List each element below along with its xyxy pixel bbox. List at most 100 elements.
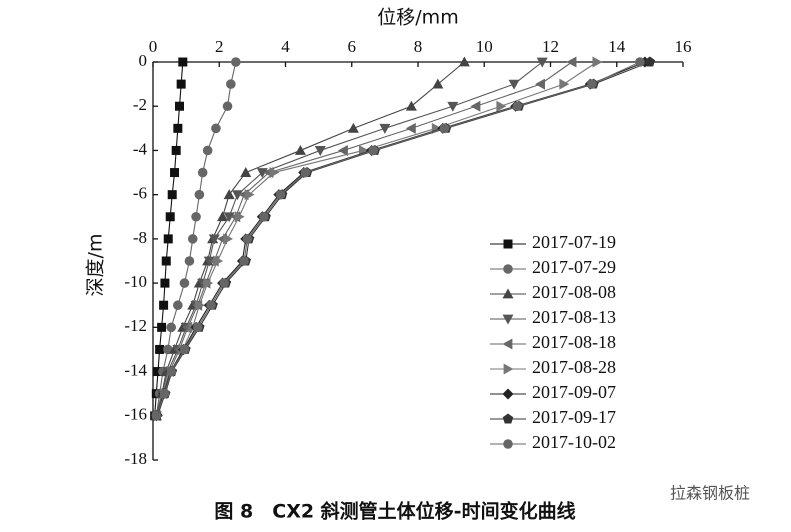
marker (151, 410, 162, 421)
marker (203, 277, 214, 289)
marker (179, 278, 190, 288)
marker (194, 189, 205, 200)
marker (503, 439, 513, 449)
marker (512, 101, 523, 112)
marker (231, 190, 243, 201)
marker (166, 366, 177, 377)
marker (244, 189, 255, 201)
marker (432, 78, 444, 89)
chart-title: 图 8 CX2 斜测管土体位移-时间变化曲线 (214, 500, 575, 523)
x-tick-label: 6 (348, 37, 357, 56)
marker (242, 234, 253, 244)
marker (194, 299, 205, 311)
marker (234, 211, 245, 223)
marker (161, 256, 171, 266)
marker (502, 413, 514, 424)
marker (208, 234, 220, 245)
marker (231, 57, 241, 67)
marker (644, 56, 656, 67)
marker (173, 300, 183, 311)
legend-label: 2017-07-29 (532, 257, 616, 277)
marker (171, 145, 181, 155)
marker (163, 234, 173, 244)
y-axis-label: 深度/m (85, 234, 107, 297)
marker (223, 212, 235, 223)
marker (192, 322, 203, 333)
marker (176, 79, 186, 89)
marker (187, 234, 198, 244)
marker (470, 100, 481, 112)
legend-label: 2017-08-13 (532, 307, 616, 327)
marker (405, 122, 416, 134)
marker (447, 101, 459, 112)
marker (592, 56, 603, 68)
y-tick-label: -16 (124, 405, 147, 424)
marker (175, 101, 184, 111)
marker (239, 256, 249, 266)
x-tick-label: 14 (608, 37, 626, 56)
marker (203, 256, 215, 267)
x-tick-label: 2 (215, 37, 224, 56)
legend-label: 2017-09-17 (532, 407, 616, 427)
marker (368, 145, 379, 156)
marker (503, 264, 513, 274)
marker (157, 322, 167, 332)
marker (165, 212, 175, 222)
x-tick-label: 0 (149, 37, 158, 56)
marker (213, 255, 224, 267)
marker (240, 167, 252, 177)
marker (167, 190, 177, 200)
marker (219, 278, 230, 288)
x-tick-label: 10 (476, 37, 493, 56)
marker (159, 388, 170, 399)
y-tick-label: -14 (124, 360, 147, 379)
marker (160, 278, 170, 288)
marker (347, 122, 359, 133)
marker (223, 189, 235, 200)
y-tick-label: -4 (133, 139, 148, 158)
y-tick-label: -2 (133, 95, 147, 114)
marker (153, 367, 163, 377)
y-tick-label: -12 (124, 316, 147, 335)
y-tick-label: 0 (139, 51, 148, 70)
legend-label: 2017-08-28 (532, 357, 616, 377)
legend-label: 2017-08-18 (532, 332, 616, 352)
y-tick-label: -10 (124, 272, 147, 291)
marker (503, 239, 513, 249)
marker (294, 144, 306, 155)
marker (458, 56, 470, 67)
marker (502, 314, 514, 325)
marker (496, 100, 507, 112)
marker (173, 123, 183, 133)
marker (166, 322, 177, 333)
marker (559, 78, 570, 90)
marker (222, 101, 233, 112)
marker (508, 79, 520, 90)
marker (502, 338, 513, 350)
marker (155, 344, 165, 354)
series-line (155, 61, 465, 416)
marker (300, 167, 311, 178)
marker (502, 288, 514, 299)
marker (256, 168, 268, 179)
marker (259, 211, 269, 222)
marker (211, 123, 221, 134)
marker (184, 256, 195, 266)
marker (269, 167, 280, 179)
marker (503, 363, 514, 375)
x-axis-label: 位移/mm (377, 7, 458, 29)
marker (337, 144, 348, 156)
y-tick-label: -18 (124, 449, 147, 468)
marker (223, 233, 234, 245)
legend-label: 2017-10-02 (532, 432, 616, 452)
marker (536, 57, 548, 68)
marker (405, 100, 417, 111)
marker (191, 211, 201, 222)
x-tick-label: 12 (542, 37, 559, 56)
marker (379, 123, 391, 134)
marker (439, 123, 450, 134)
marker (179, 344, 190, 355)
watermark: 拉森钢板桩 (670, 484, 750, 503)
marker (159, 300, 169, 310)
